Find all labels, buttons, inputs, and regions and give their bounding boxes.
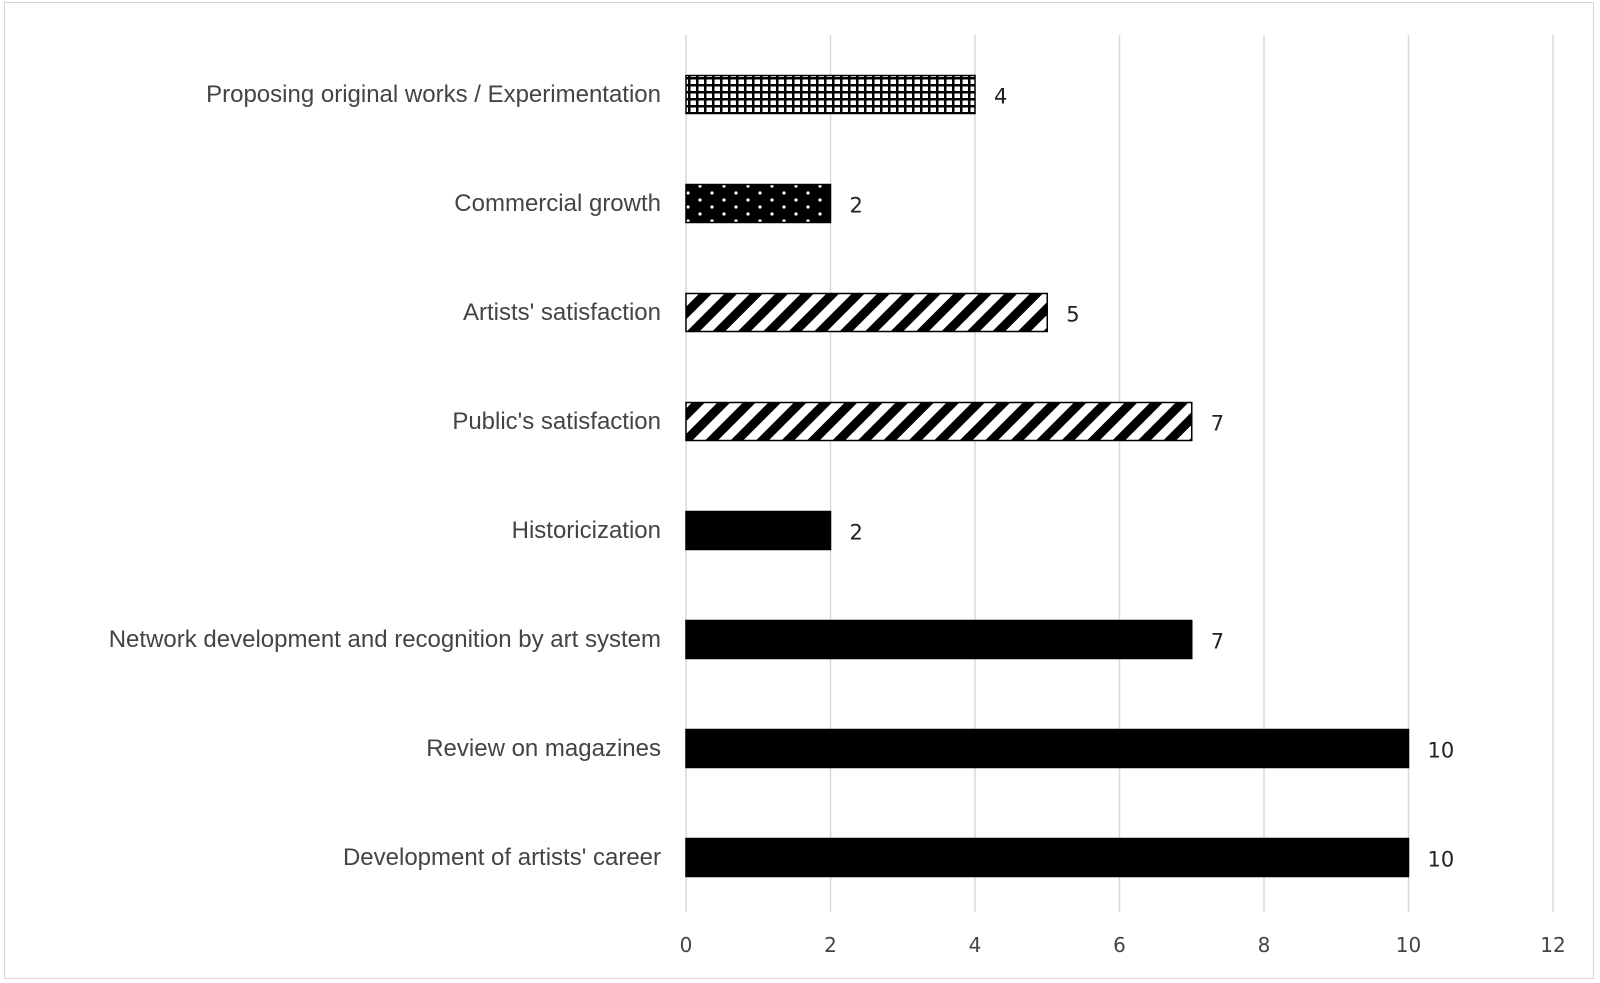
x-tick-label: 12 <box>1540 933 1565 957</box>
data-label: 4 <box>994 85 1007 109</box>
bar <box>685 401 1193 442</box>
bar <box>685 183 832 224</box>
category-label: Public's satisfaction <box>452 408 661 435</box>
x-tick-label: 2 <box>824 933 837 957</box>
bar <box>685 74 976 115</box>
bars <box>685 74 1410 878</box>
x-tick-label: 10 <box>1396 933 1421 957</box>
x-tick-label: 6 <box>1113 933 1126 957</box>
data-label: 2 <box>850 521 863 545</box>
data-labels: 10 10 7 2 7 5 2 4 <box>850 85 1455 872</box>
category-label: Proposing original works / Experimentati… <box>206 81 661 108</box>
bar <box>685 510 832 551</box>
x-tick-label: 8 <box>1258 933 1271 957</box>
bar <box>685 837 1410 878</box>
x-axis-ticks: 0 2 4 6 8 10 12 <box>680 933 1566 957</box>
category-label: Historicization <box>512 517 661 544</box>
bar <box>685 619 1193 660</box>
data-label: 10 <box>1428 739 1455 763</box>
chart-frame <box>4 2 1594 979</box>
data-label: 10 <box>1428 848 1455 872</box>
category-label: Commercial growth <box>454 190 661 217</box>
category-labels: Development of artists' career Review on … <box>109 81 661 871</box>
bar <box>685 292 1048 333</box>
x-tick-label: 0 <box>680 933 693 957</box>
category-label: Network development and recognition by a… <box>109 626 661 653</box>
data-label: 7 <box>1211 630 1224 654</box>
data-label: 2 <box>850 194 863 218</box>
x-tick-label: 4 <box>969 933 982 957</box>
category-label: Artists' satisfaction <box>463 299 661 326</box>
category-label: Development of artists' career <box>343 844 661 871</box>
bar <box>685 728 1410 769</box>
data-label: 5 <box>1066 303 1079 327</box>
category-label: Review on magazines <box>426 735 661 762</box>
data-label: 7 <box>1211 412 1224 436</box>
gridlines <box>685 35 1554 912</box>
